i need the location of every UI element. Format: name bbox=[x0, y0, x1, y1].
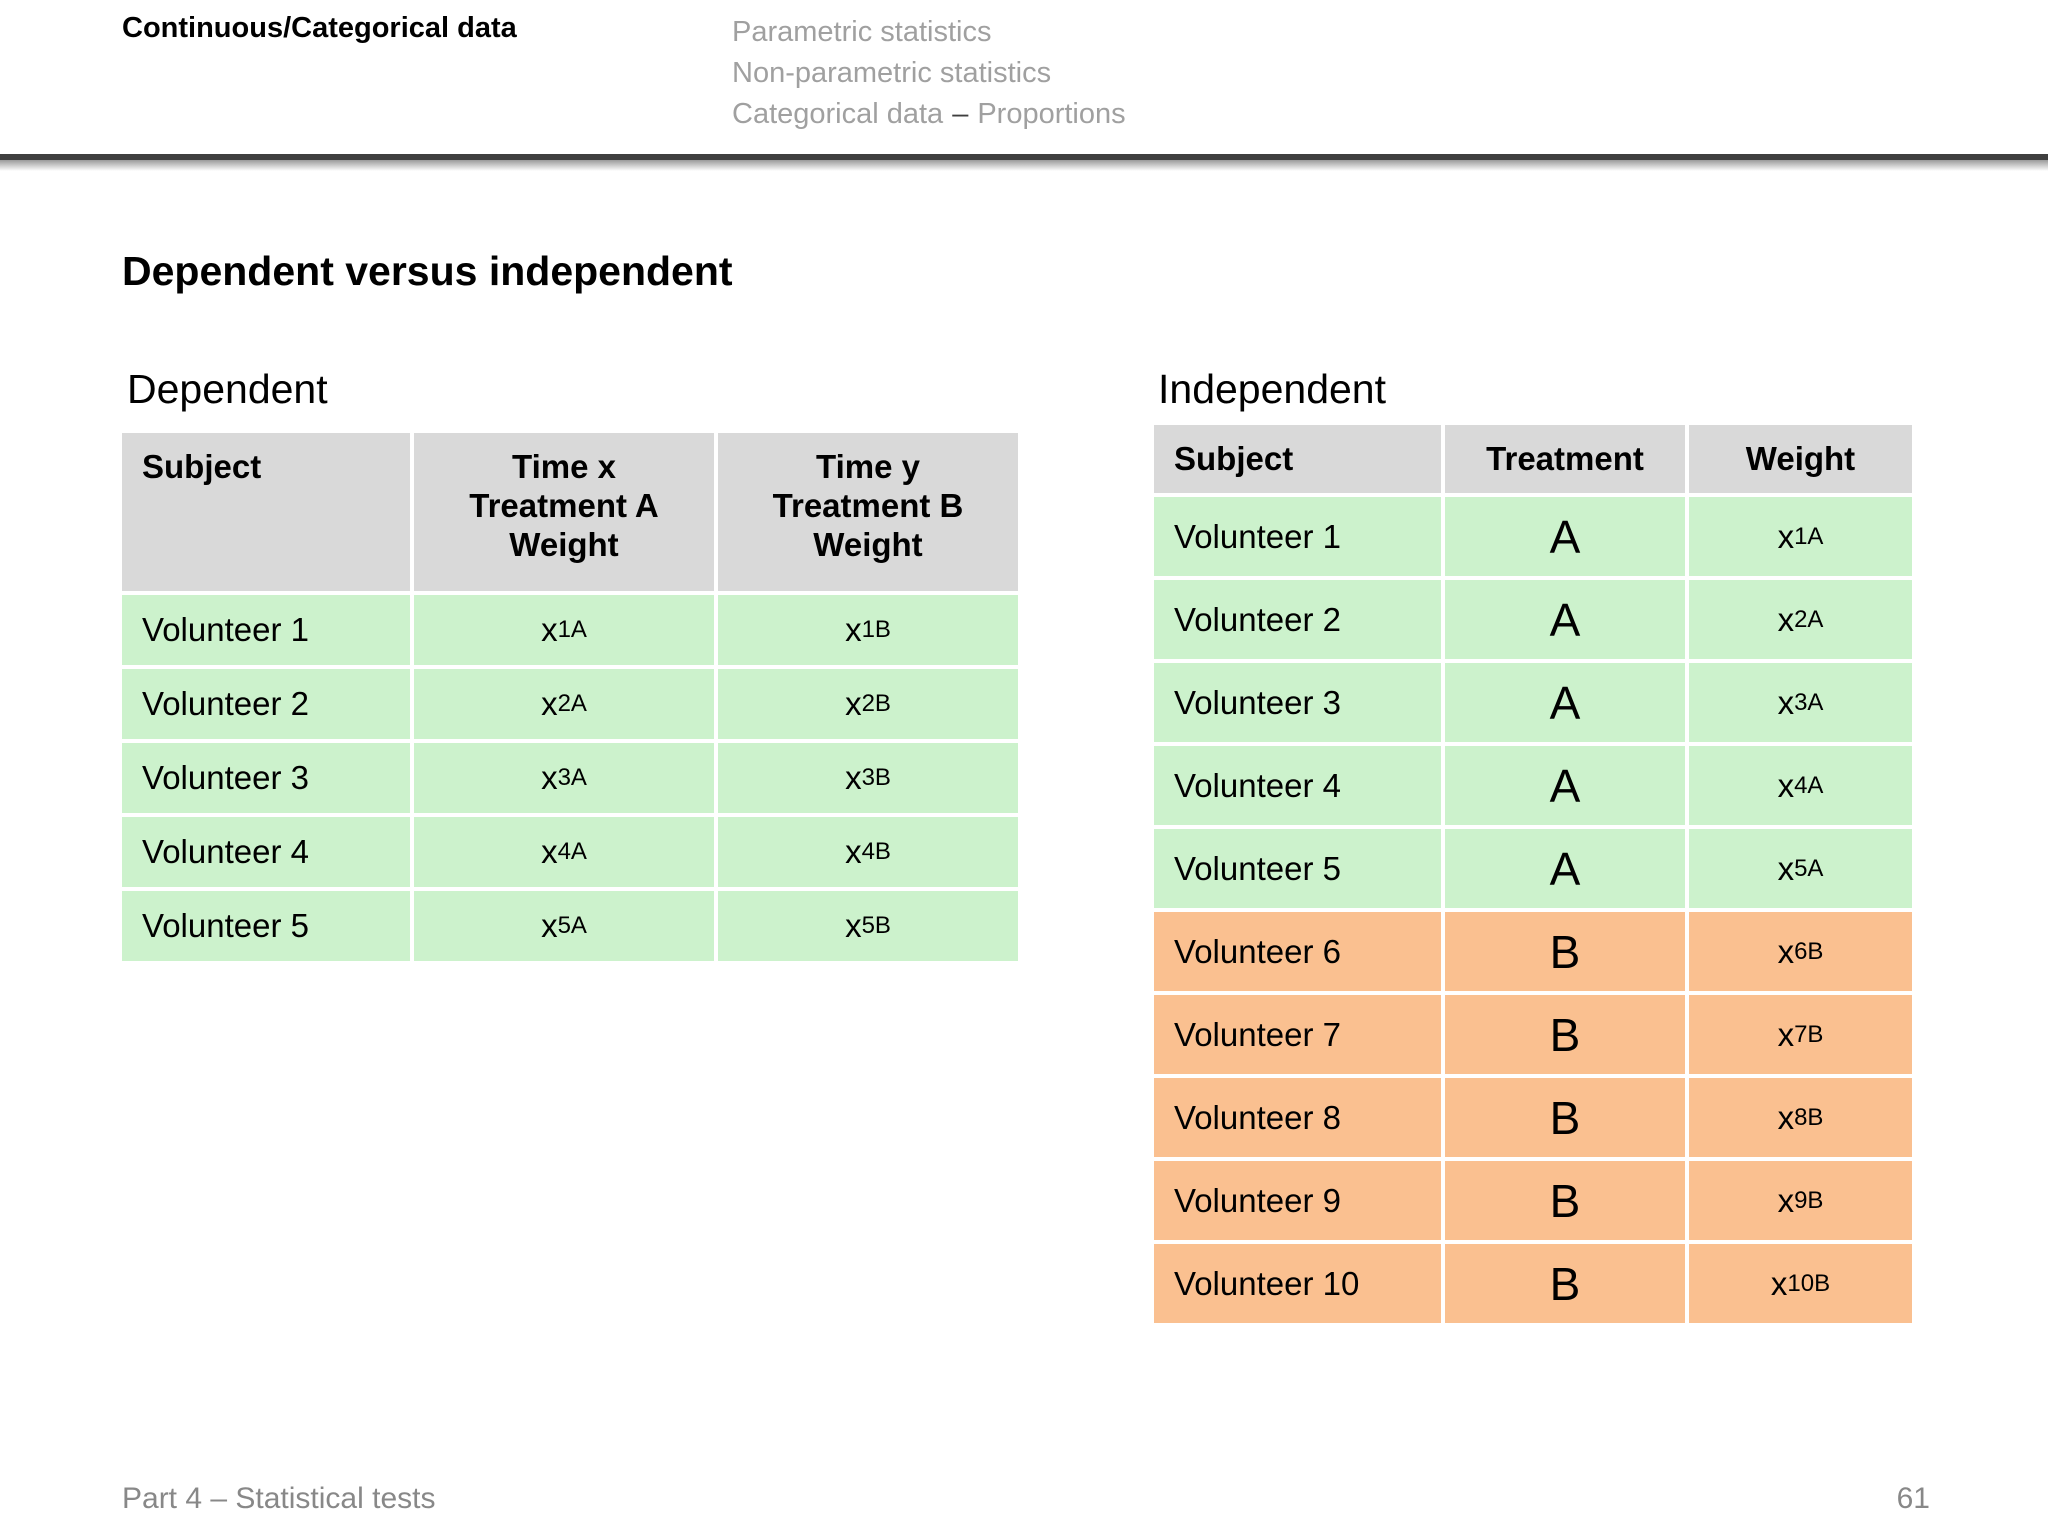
ind-cell-weight: x 1A bbox=[1689, 497, 1912, 576]
dep-cell-weight-b: x 4B bbox=[718, 817, 1018, 887]
dep-cell-subject: Volunteer 2 bbox=[122, 669, 410, 739]
page-number: 61 bbox=[1896, 1482, 1930, 1515]
ind-cell-treatment: A bbox=[1445, 663, 1685, 742]
dep-cell-weight-b: x 1B bbox=[718, 595, 1018, 665]
dep-cell-weight-a: x 1A bbox=[414, 595, 714, 665]
ind-cell-weight: x 8B bbox=[1689, 1078, 1912, 1157]
ind-cell-weight: x 2A bbox=[1689, 580, 1912, 659]
ind-cell-weight: x 3A bbox=[1689, 663, 1912, 742]
dep-cell-weight-a: x 5A bbox=[414, 891, 714, 961]
ind-cell-treatment: A bbox=[1445, 829, 1685, 908]
ind-cell-weight: x 4A bbox=[1689, 746, 1912, 825]
ind-cell-treatment: B bbox=[1445, 1161, 1685, 1240]
dependent-table: Subject Time x Treatment A Weight Time y… bbox=[122, 433, 1018, 961]
ind-cell-weight: x 6B bbox=[1689, 912, 1912, 991]
ind-cell-treatment: B bbox=[1445, 1244, 1685, 1323]
ind-cell-treatment: B bbox=[1445, 995, 1685, 1074]
dep-col-header-time-y-treatment-b: Time y Treatment B Weight bbox=[718, 433, 1018, 591]
ind-cell-subject: Volunteer 4 bbox=[1154, 746, 1441, 825]
ind-cell-subject: Volunteer 1 bbox=[1154, 497, 1441, 576]
footer-section-label: Part 4 – Statistical tests bbox=[122, 1482, 436, 1515]
ind-col-header-weight: Weight bbox=[1689, 425, 1912, 493]
ind-cell-subject: Volunteer 10 bbox=[1154, 1244, 1441, 1323]
independent-table-label: Independent bbox=[1158, 366, 1387, 412]
ind-cell-weight: x 7B bbox=[1689, 995, 1912, 1074]
slide-title: Dependent versus independent bbox=[122, 248, 733, 294]
ind-cell-subject: Volunteer 7 bbox=[1154, 995, 1441, 1074]
nav-item-parametric-statistics[interactable]: Parametric statistics bbox=[732, 16, 992, 48]
ind-cell-treatment: B bbox=[1445, 912, 1685, 991]
ind-cell-subject: Volunteer 8 bbox=[1154, 1078, 1441, 1157]
dep-cell-subject: Volunteer 1 bbox=[122, 595, 410, 665]
nav-dash: – bbox=[952, 98, 969, 130]
ind-cell-treatment: A bbox=[1445, 580, 1685, 659]
ind-cell-subject: Volunteer 5 bbox=[1154, 829, 1441, 908]
ind-cell-weight: x 10B bbox=[1689, 1244, 1912, 1323]
ind-cell-subject: Volunteer 9 bbox=[1154, 1161, 1441, 1240]
dependent-table-label: Dependent bbox=[127, 366, 328, 412]
nav-categorical-suffix: Proportions bbox=[977, 98, 1126, 130]
ind-cell-subject: Volunteer 3 bbox=[1154, 663, 1441, 742]
dep-cell-weight-b: x 5B bbox=[718, 891, 1018, 961]
dep-cell-subject: Volunteer 5 bbox=[122, 891, 410, 961]
independent-table: Subject Treatment Weight Volunteer 1 A x… bbox=[1154, 425, 1912, 1323]
header-divider bbox=[0, 154, 2048, 171]
nav-item-nonparametric-statistics[interactable]: Non-parametric statistics bbox=[732, 57, 1052, 89]
ind-col-header-treatment: Treatment bbox=[1445, 425, 1685, 493]
ind-cell-subject: Volunteer 6 bbox=[1154, 912, 1441, 991]
ind-cell-treatment: A bbox=[1445, 497, 1685, 576]
nav-categorical-text: Categorical data bbox=[732, 98, 944, 130]
dep-cell-weight-a: x 3A bbox=[414, 743, 714, 813]
dep-cell-subject: Volunteer 4 bbox=[122, 817, 410, 887]
top-navigation: Parametric statistics Non-parametric sta… bbox=[732, 12, 1126, 135]
ind-cell-treatment: A bbox=[1445, 746, 1685, 825]
dep-col-header-subject: Subject bbox=[122, 433, 410, 591]
dep-cell-weight-b: x 3B bbox=[718, 743, 1018, 813]
ind-cell-treatment: B bbox=[1445, 1078, 1685, 1157]
ind-cell-weight: x 5A bbox=[1689, 829, 1912, 908]
nav-item-categorical-data[interactable]: Categorical data – Proportions bbox=[732, 94, 1126, 135]
dep-cell-weight-a: x 2A bbox=[414, 669, 714, 739]
current-section-label: Continuous/Categorical data bbox=[122, 12, 517, 44]
dep-col-header-time-x-treatment-a: Time x Treatment A Weight bbox=[414, 433, 714, 591]
dep-cell-subject: Volunteer 3 bbox=[122, 743, 410, 813]
ind-cell-weight: x 9B bbox=[1689, 1161, 1912, 1240]
ind-col-header-subject: Subject bbox=[1154, 425, 1441, 493]
dep-cell-weight-b: x 2B bbox=[718, 669, 1018, 739]
ind-cell-subject: Volunteer 2 bbox=[1154, 580, 1441, 659]
dep-cell-weight-a: x 4A bbox=[414, 817, 714, 887]
